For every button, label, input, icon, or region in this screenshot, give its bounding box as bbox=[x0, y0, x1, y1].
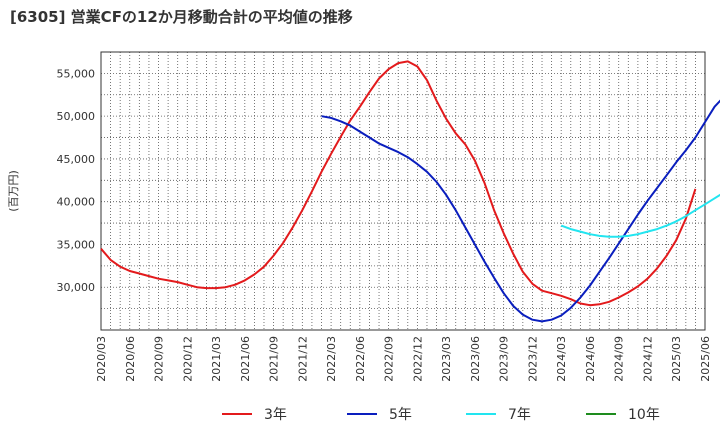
series-line-3年 bbox=[100, 60, 697, 307]
x-tick-label: 2020/12 bbox=[181, 336, 194, 382]
y-tick-label: 35,000 bbox=[57, 238, 96, 251]
x-tick-label: 2022/06 bbox=[354, 336, 367, 382]
x-tick-label: 2024/03 bbox=[555, 336, 568, 382]
x-tick-label: 2025/03 bbox=[670, 336, 683, 382]
y-tick-label: 45,000 bbox=[57, 153, 96, 166]
legend-label: 10年 bbox=[628, 407, 660, 423]
legend-label: 5年 bbox=[389, 407, 412, 423]
x-tick-label: 2024/12 bbox=[641, 336, 654, 382]
x-tick-label: 2023/06 bbox=[469, 336, 482, 382]
series-line-7年 bbox=[560, 193, 720, 238]
x-tick-label: 2021/06 bbox=[239, 336, 252, 382]
plot-border bbox=[100, 51, 706, 331]
x-tick-label: 2024/09 bbox=[613, 336, 626, 382]
series-line-5年 bbox=[321, 99, 720, 323]
legend-label: 7年 bbox=[508, 407, 531, 423]
x-tick-label: 2022/09 bbox=[383, 336, 396, 382]
x-tick-label: 2021/03 bbox=[210, 336, 223, 382]
x-tick-label: 2024/06 bbox=[584, 336, 597, 382]
x-tick-label: 2020/03 bbox=[95, 336, 108, 382]
x-tick-label: 2022/12 bbox=[411, 336, 424, 382]
x-tick-label: 2025/06 bbox=[699, 336, 712, 382]
plot-area bbox=[101, 52, 705, 330]
x-tick-label: 2023/12 bbox=[526, 336, 539, 382]
y-tick-label: 30,000 bbox=[57, 281, 96, 294]
x-tick-label: 2021/09 bbox=[268, 336, 281, 382]
x-tick-label: 2021/12 bbox=[296, 336, 309, 382]
x-tick-label: 2020/06 bbox=[124, 336, 137, 382]
y-axis-label: (百万円) bbox=[7, 170, 20, 212]
y-tick-label: 55,000 bbox=[57, 67, 96, 80]
x-tick-label: 2020/09 bbox=[153, 336, 166, 382]
y-tick-label: 50,000 bbox=[57, 110, 96, 123]
x-tick-label: 2023/09 bbox=[498, 336, 511, 382]
chart-title: [6305] 営業CFの12か月移動合計の平均値の推移 bbox=[10, 8, 353, 26]
y-tick-label: 40,000 bbox=[57, 196, 96, 209]
x-tick-label: 2022/03 bbox=[325, 336, 338, 382]
x-tick-label: 2023/03 bbox=[440, 336, 453, 382]
legend-label: 3年 bbox=[264, 407, 287, 423]
